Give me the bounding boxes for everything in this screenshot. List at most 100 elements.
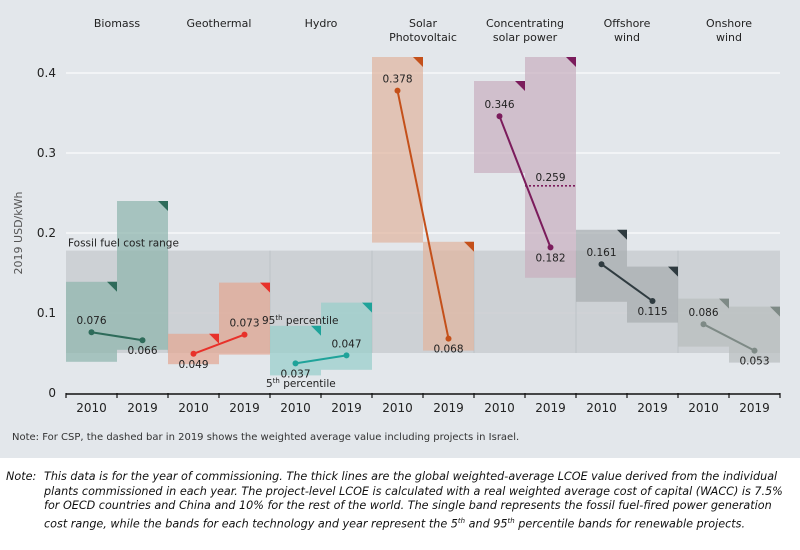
fossil-range-label: Fossil fuel cost range <box>68 238 179 250</box>
footnote-body: This data is for the year of commissioni… <box>44 470 796 532</box>
avg-trend-line <box>91 331 143 342</box>
avg-value-label: 0.047 <box>331 338 361 350</box>
x-tick-label: 2019 <box>739 401 770 415</box>
x-tick-label: 2010 <box>586 401 617 415</box>
x-tick-label: 2010 <box>178 401 209 415</box>
percentile-band <box>117 201 168 350</box>
band-corner-marker <box>770 306 780 317</box>
avg-point <box>88 329 95 336</box>
avg-value-label: 0.182 <box>535 252 565 264</box>
x-tick-label: 2010 <box>280 401 311 415</box>
x-tick-label: 2019 <box>535 401 566 415</box>
avg-point <box>700 321 707 328</box>
y-axis-label: 2019 USD/kWh <box>12 192 25 275</box>
labels-layer: 0 0.1 0.2 0.3 0.4 Fossil fuel cost range Bioma… <box>37 17 770 415</box>
avg-value-label: 0.073 <box>229 318 259 330</box>
avg-trend-line <box>295 354 347 365</box>
band-corner-marker <box>107 281 117 292</box>
avg-point <box>751 347 758 354</box>
category-label: Offshore <box>604 17 651 30</box>
p95-annotation-sup: th <box>275 314 282 322</box>
avg-value-label: 0.053 <box>739 356 769 368</box>
x-tick-label: 2019 <box>229 401 260 415</box>
avg-trend-line <box>193 333 245 355</box>
p95-annotation-num: 95 <box>262 315 275 327</box>
avg-point <box>190 350 197 357</box>
category-label: Geothermal <box>187 17 252 30</box>
avg-trend-line <box>703 323 755 352</box>
category-label: solar power <box>493 31 558 44</box>
category-label: Solar <box>409 17 438 30</box>
footnote-sup-a: th <box>457 516 466 525</box>
avg-trend-line <box>396 90 450 339</box>
avg-value-label: 0.346 <box>484 99 514 111</box>
avg-point <box>496 113 503 120</box>
x-tick-label: 2019 <box>127 401 158 415</box>
category-label: Photovoltaic <box>389 31 457 44</box>
band-corner-marker <box>362 302 372 313</box>
band-corner-marker <box>260 282 270 293</box>
p95-annotation: 95th percentile <box>262 314 338 327</box>
percentile-band <box>627 266 678 323</box>
avg-value-label: 0.066 <box>127 345 157 357</box>
chart-note: Note: For CSP, the dashed bar in 2019 sh… <box>12 432 520 443</box>
percentile-band <box>729 306 780 363</box>
avg-lines-layer <box>88 87 758 367</box>
avg-point <box>445 335 452 342</box>
x-tick-label: 2019 <box>637 401 668 415</box>
avg-value-label: 0.161 <box>586 247 616 259</box>
footnote-text-a: This data is for the year of commissioni… <box>44 470 783 531</box>
y-tick-label: 0 <box>48 386 56 400</box>
avg-trend-line <box>498 115 552 248</box>
percentile-band <box>168 333 219 365</box>
percentile-band <box>66 281 117 362</box>
footnote: Note: This data is for the year of commi… <box>6 470 796 532</box>
band-corner-marker <box>719 298 729 309</box>
band-corner-marker <box>158 201 168 211</box>
x-tick-label: 2019 <box>433 401 464 415</box>
category-label: wind <box>614 31 640 44</box>
category-label: Onshore <box>706 17 752 30</box>
band-corner-marker <box>209 333 219 344</box>
footnote-sup-b: th <box>507 516 515 525</box>
avg-point <box>292 360 299 367</box>
avg-value-label: 0.076 <box>76 315 106 327</box>
avg-point <box>547 244 554 251</box>
percentile-band <box>219 282 270 355</box>
band-corner-marker <box>617 229 627 240</box>
avg-value-label: 0.049 <box>178 359 208 371</box>
avg-value-label: 0.037 <box>280 368 310 380</box>
category-label: Hydro <box>305 17 338 30</box>
percentile-band <box>270 325 321 376</box>
p95-annotation-rest: percentile <box>283 315 339 327</box>
axis-layer <box>65 393 781 398</box>
category-label: wind <box>716 31 742 44</box>
avg-point <box>241 331 248 338</box>
percentile-band <box>525 57 576 278</box>
avg-value-label: 0.068 <box>433 344 463 356</box>
percentile-band <box>321 302 372 370</box>
band-corner-marker <box>515 81 525 91</box>
dashed-value-label: 0.259 <box>535 172 565 184</box>
p5-annotation-rest: percentile <box>280 378 336 390</box>
category-label: Concentrating <box>486 17 564 30</box>
footnote-label: Note: <box>6 470 37 483</box>
avg-point <box>394 87 401 94</box>
band-corner-marker <box>311 325 321 336</box>
y-tick-label: 0.2 <box>37 226 56 240</box>
avg-point <box>649 298 656 304</box>
p5-annotation-sup: th <box>273 377 280 385</box>
y-tick-label: 0.1 <box>37 306 56 320</box>
bands-layer <box>66 57 780 376</box>
band-corner-marker <box>464 241 474 252</box>
x-tick-label: 2019 <box>331 401 362 415</box>
avg-point <box>343 352 350 359</box>
y-tick-label: 0.4 <box>37 66 56 80</box>
percentile-band <box>474 81 525 173</box>
category-label: Biomass <box>94 17 141 30</box>
footnote-text-c: percentile bands for renewable projects. <box>514 517 746 531</box>
p5-annotation: 5th percentile <box>266 377 336 390</box>
footnote-text-b: and 95 <box>465 517 508 531</box>
band-corner-marker <box>566 57 576 67</box>
band-corner-marker <box>668 266 678 277</box>
